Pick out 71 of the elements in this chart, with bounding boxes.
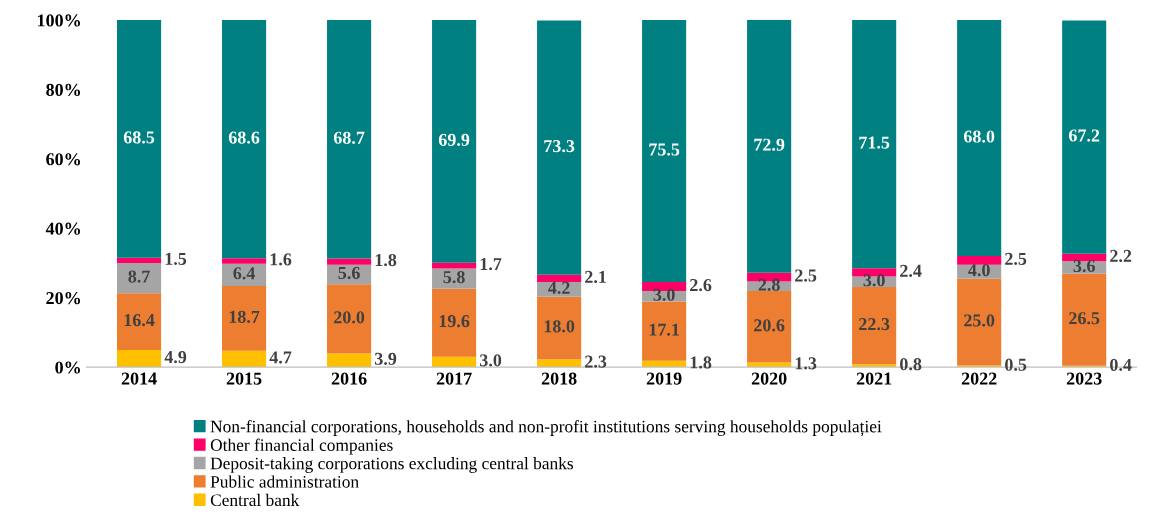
data-label: 75.5 [649,143,680,156]
data-label: 17.1 [649,323,679,336]
data-label: 1.7 [480,258,502,271]
legend-label: Non-financial corporations, households and non-profit institutions serving households populației [210,419,882,436]
data-label: 6.4 [233,267,256,280]
data-label: 18.7 [229,310,260,323]
x-tick-label: 2022 [961,372,997,385]
x-tick-label: 2020 [751,372,787,385]
data-label: 1.5 [165,252,187,266]
y-tick-label: 0% [55,361,80,374]
data-label: 3.9 [374,352,397,365]
data-label: 2.8 [758,278,780,291]
data-label: 2.2 [1110,249,1132,263]
data-label: 3.6 [1073,259,1095,273]
data-label: 26.5 [1069,312,1100,325]
data-label: 19.6 [439,315,470,328]
data-label: 69.9 [438,133,470,146]
data-label: 1.6 [270,253,292,266]
x-tick-label: 2016 [331,372,367,385]
data-label: 1.3 [795,357,817,370]
data-label: 4.7 [269,351,292,364]
data-label: 4.9 [164,351,187,364]
data-label: 3.0 [863,274,885,287]
data-label: 8.7 [128,270,150,283]
data-label: 2.5 [1005,252,1027,266]
data-label: 3.0 [653,288,675,301]
data-label: 2.4 [900,264,922,277]
data-label: 68.7 [333,131,365,144]
data-label: 20.6 [754,319,785,332]
x-tick-label: 2014 [121,372,157,385]
y-tick-label: 80% [46,83,80,97]
y-tick-label: 40% [45,222,80,235]
data-label: 0.4 [1110,358,1132,372]
data-label: 0.8 [900,358,922,371]
data-label: 22.3 [859,318,890,331]
data-label: 73.3 [544,140,575,153]
data-label: 2.6 [690,279,712,292]
x-tick-label: 2019 [646,372,682,385]
data-label: 3.0 [479,354,502,367]
x-tick-label: 2015 [226,372,262,385]
x-tick-label: 2017 [436,372,472,385]
data-label: 68.5 [123,131,155,144]
data-label: 20.0 [334,311,365,324]
data-label: 71.5 [859,136,890,149]
legend-label: Deposit-taking corporations excluding central banks [210,457,574,473]
data-label: 68.6 [228,131,260,144]
data-label: 25.0 [964,314,995,327]
y-tick-label: 20% [46,291,80,305]
legend-label: Public administration [210,475,359,488]
x-tick-label: 2018 [541,372,577,385]
data-label: 18.0 [544,320,575,333]
legend-label: Other financial companies [210,438,393,455]
data-label: 2.1 [585,270,606,284]
data-label: 0.5 [1005,358,1027,371]
y-tick-label: 100% [38,14,80,27]
data-label: 16.4 [124,314,155,327]
y-tick-label: 60% [46,153,80,166]
data-label: 2.5 [795,269,817,282]
data-label: 4.2 [548,281,570,294]
data-label: 5.6 [338,266,360,280]
data-label: 67.2 [1069,129,1100,142]
data-label: 4.0 [968,264,990,277]
data-label: 1.8 [690,356,712,369]
data-label: 68.0 [963,130,995,143]
data-label: 5.8 [443,270,465,284]
x-tick-label: 2023 [1066,372,1102,385]
data-label: 1.8 [375,253,397,267]
data-label: 72.9 [754,138,785,151]
x-tick-label: 2021 [856,372,892,385]
legend-label: Central bank [210,493,300,507]
data-label: 2.3 [585,355,607,368]
